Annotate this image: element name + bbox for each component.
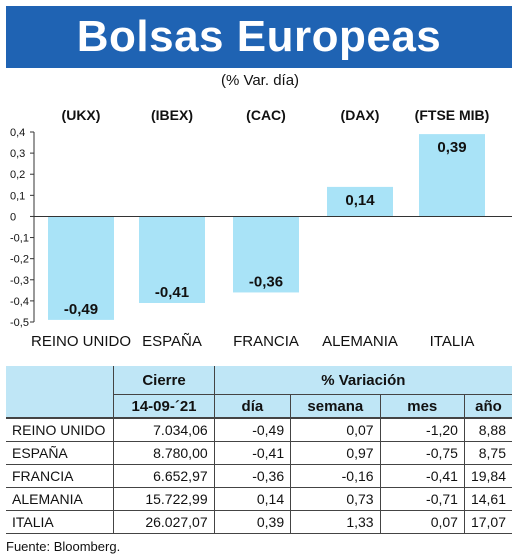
y-tick-label: 0 bbox=[10, 211, 16, 223]
bar bbox=[327, 186, 393, 217]
bar bbox=[48, 216, 114, 320]
row-name: ALEMANIA bbox=[6, 487, 114, 511]
table-corner-2 bbox=[6, 394, 114, 419]
row-ano: 14,61 bbox=[463, 487, 512, 511]
header-mes: mes bbox=[379, 394, 465, 419]
table-corner bbox=[6, 366, 114, 395]
table-row: ITALIA 26.027,07 0,39 1,33 0,07 17,07 bbox=[6, 510, 512, 534]
row-dia: -0,36 bbox=[213, 464, 291, 488]
data-table: Cierre % Variación 14-09-´21 día semana … bbox=[6, 366, 512, 534]
category-label: ALEMANIA bbox=[322, 333, 398, 350]
row-dia: -0,49 bbox=[213, 418, 291, 442]
bar bbox=[233, 216, 299, 293]
data-label: -0,41 bbox=[155, 284, 189, 301]
row-name: ESPAÑA bbox=[6, 441, 114, 465]
source-note: Fuente: Bloomberg. bbox=[6, 539, 121, 554]
index-label: (CAC) bbox=[246, 107, 286, 123]
y-tick-label: 0,3 bbox=[10, 148, 25, 160]
header-cierre: Cierre bbox=[113, 366, 215, 395]
row-ano: 19,84 bbox=[463, 464, 512, 488]
row-mes: -0,75 bbox=[379, 441, 465, 465]
table-row: ESPAÑA 8.780,00 -0,41 0,97 -0,75 8,75 bbox=[6, 441, 512, 465]
row-name: ITALIA bbox=[6, 510, 114, 534]
row-cierre: 8.780,00 bbox=[113, 441, 215, 465]
y-tick-label: -0,5 bbox=[10, 317, 29, 329]
index-label: (UKX) bbox=[62, 107, 101, 123]
header-variacion: % Variación bbox=[213, 366, 512, 395]
bar bbox=[419, 134, 485, 217]
chart-subtitle: (% Var. día) bbox=[220, 72, 300, 89]
row-cierre: 26.027,07 bbox=[113, 510, 215, 534]
table-row: FRANCIA 6.652,97 -0,36 -0,16 -0,41 19,84 bbox=[6, 464, 512, 488]
data-label: 0,14 bbox=[345, 192, 375, 209]
category-label: FRANCIA bbox=[233, 333, 299, 350]
data-label: -0,36 bbox=[249, 273, 283, 290]
y-tick-label: -0,4 bbox=[10, 296, 29, 308]
table-header-row: Cierre % Variación bbox=[6, 366, 512, 395]
data-label: -0,49 bbox=[64, 301, 98, 318]
bar bbox=[139, 216, 205, 303]
row-semana: 0,73 bbox=[290, 487, 381, 511]
row-semana: 0,97 bbox=[290, 441, 381, 465]
row-cierre: 7.034,06 bbox=[113, 418, 215, 442]
index-label: (DAX) bbox=[341, 107, 380, 123]
header-dia: día bbox=[213, 394, 291, 419]
y-tick-label: -0,2 bbox=[10, 254, 29, 266]
row-semana: -0,16 bbox=[290, 464, 381, 488]
y-tick-label: 0,4 bbox=[10, 127, 25, 139]
table-row: REINO UNIDO 7.034,06 -0,49 0,07 -1,20 8,… bbox=[6, 418, 512, 442]
row-ano: 17,07 bbox=[463, 510, 512, 534]
row-dia: 0,39 bbox=[213, 510, 291, 534]
category-label: REINO UNIDO bbox=[31, 333, 131, 350]
index-label: (IBEX) bbox=[151, 107, 193, 123]
row-dia: -0,41 bbox=[213, 441, 291, 465]
y-tick-label: -0,3 bbox=[10, 275, 29, 287]
category-label: ITALIA bbox=[430, 333, 475, 350]
row-mes: 0,07 bbox=[379, 510, 465, 534]
data-label: 0,39 bbox=[437, 139, 466, 156]
row-ano: 8,75 bbox=[463, 441, 512, 465]
bar-chart: (UKX) (IBEX) (CAC) (DAX) (FTSE MIB) -0,49 -0,4… bbox=[10, 107, 512, 350]
row-cierre: 15.722,99 bbox=[113, 487, 215, 511]
index-label: (FTSE MIB) bbox=[415, 107, 490, 123]
chart-title: Bolsas Europeas bbox=[76, 12, 442, 61]
y-tick-label: 0,1 bbox=[10, 190, 25, 202]
row-mes: -1,20 bbox=[379, 418, 465, 442]
row-name: REINO UNIDO bbox=[6, 418, 114, 442]
title-bar: Bolsas Europeas bbox=[6, 6, 512, 68]
row-name: FRANCIA bbox=[6, 464, 114, 488]
row-mes: -0,71 bbox=[379, 487, 465, 511]
row-dia: 0,14 bbox=[213, 487, 291, 511]
table-subheader-row: 14-09-´21 día semana mes año bbox=[6, 394, 512, 419]
table-row: ALEMANIA 15.722,99 0,14 0,73 -0,71 14,61 bbox=[6, 487, 512, 511]
category-label: ESPAÑA bbox=[142, 333, 202, 350]
y-tick-label: -0,1 bbox=[10, 233, 29, 245]
header-semana: semana bbox=[290, 394, 381, 419]
row-mes: -0,41 bbox=[379, 464, 465, 488]
row-ano: 8,88 bbox=[463, 418, 512, 442]
header-ano: año bbox=[463, 394, 512, 419]
row-cierre: 6.652,97 bbox=[113, 464, 215, 488]
header-date: 14-09-´21 bbox=[113, 394, 215, 419]
y-tick-label: 0,2 bbox=[10, 169, 25, 181]
row-semana: 1,33 bbox=[290, 510, 381, 534]
row-semana: 0,07 bbox=[290, 418, 381, 442]
